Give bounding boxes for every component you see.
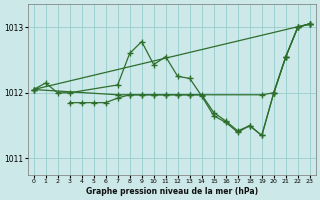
X-axis label: Graphe pression niveau de la mer (hPa): Graphe pression niveau de la mer (hPa) bbox=[86, 187, 258, 196]
